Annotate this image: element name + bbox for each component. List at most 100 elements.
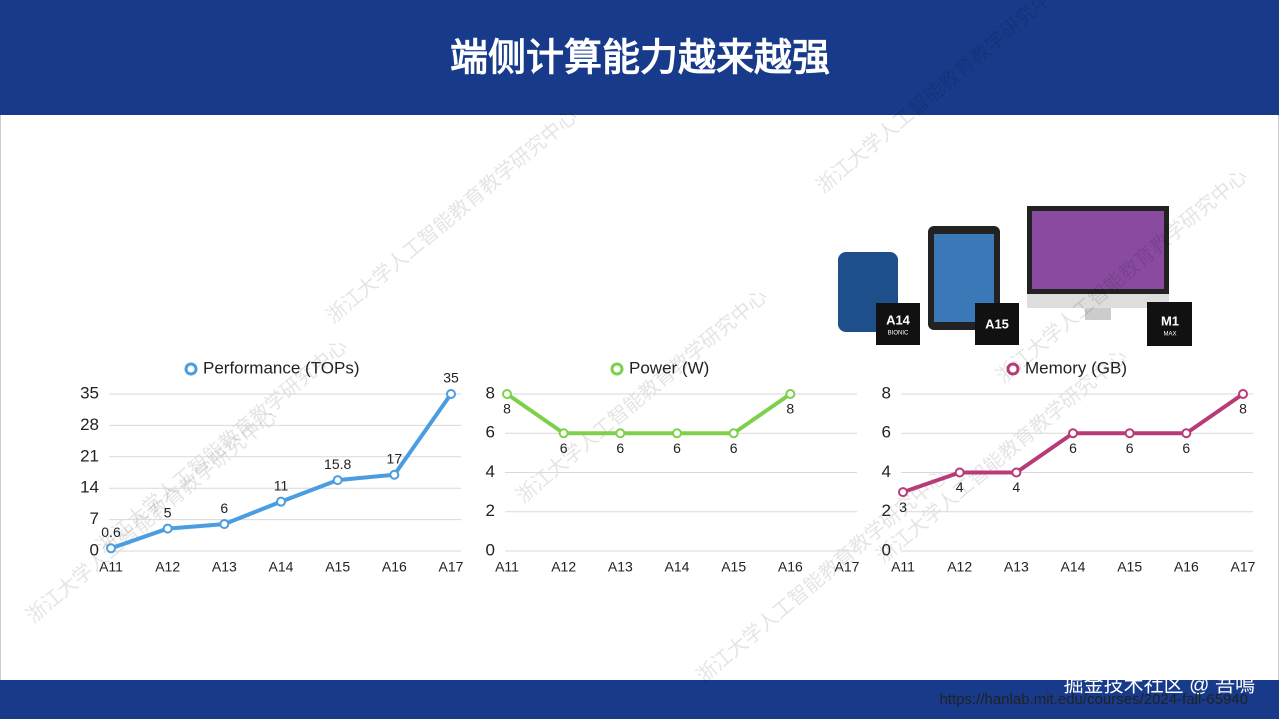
y-tick-label: 0 bbox=[486, 540, 495, 559]
point bbox=[1124, 428, 1135, 439]
y-tick-label: 0 bbox=[882, 540, 891, 559]
point bbox=[898, 487, 908, 498]
x-tick-label: A15 bbox=[325, 559, 350, 575]
point bbox=[276, 496, 286, 507]
chip-label: A15 bbox=[985, 316, 1009, 331]
x-tick-label: A15 bbox=[1117, 559, 1142, 575]
legend-marker bbox=[610, 362, 624, 376]
data-label: 5 bbox=[164, 504, 172, 520]
point bbox=[502, 389, 512, 399]
point bbox=[785, 389, 796, 399]
point bbox=[1238, 389, 1248, 399]
point bbox=[1068, 428, 1078, 439]
monitor-chin bbox=[1027, 294, 1169, 308]
data-label: 0.6 bbox=[101, 524, 121, 540]
x-tick-label: A13 bbox=[1004, 559, 1029, 575]
y-tick-label: 6 bbox=[486, 423, 495, 442]
data-label: 6 bbox=[1182, 440, 1190, 456]
y-tick-label: 35 bbox=[80, 383, 99, 402]
data-label: 6 bbox=[1126, 440, 1134, 456]
data-label: 6 bbox=[730, 440, 738, 456]
x-tick-label: A13 bbox=[212, 559, 237, 575]
x-tick-label: A11 bbox=[99, 559, 123, 575]
point bbox=[219, 519, 230, 530]
point bbox=[672, 428, 682, 439]
data-label: 6 bbox=[220, 500, 228, 516]
data-label: 35 bbox=[443, 370, 459, 386]
data-label: 6 bbox=[673, 440, 681, 456]
monitor-screen bbox=[1032, 211, 1164, 289]
point bbox=[954, 467, 965, 478]
chart: 0 7 14 21 28 35 A11 A12 A13 A14 A15 A16 A17 Performan… bbox=[80, 358, 464, 574]
y-tick-label: 8 bbox=[486, 383, 495, 402]
x-tick-label: A12 bbox=[947, 559, 972, 575]
point bbox=[162, 523, 173, 534]
y-tick-label: 8 bbox=[882, 383, 891, 402]
y-tick-label: 4 bbox=[486, 462, 495, 481]
chip-label: MAX bbox=[1163, 332, 1176, 338]
y-tick-label: 21 bbox=[80, 446, 99, 465]
data-label: 8 bbox=[503, 401, 511, 417]
point bbox=[446, 389, 456, 399]
data-label: 15.8 bbox=[324, 456, 351, 472]
footer-credit: 掘金技术社区 @ 吾鳴 bbox=[1064, 673, 1255, 696]
chip bbox=[876, 303, 920, 345]
y-tick-label: 6 bbox=[882, 423, 891, 442]
data-label: 4 bbox=[1012, 479, 1020, 495]
y-tick-label: 2 bbox=[882, 501, 891, 520]
point bbox=[615, 428, 626, 439]
chip-label: BIONIC bbox=[888, 331, 909, 337]
y-tick-label: 28 bbox=[80, 415, 99, 434]
data-label: 8 bbox=[1239, 401, 1247, 417]
legend-marker bbox=[184, 362, 198, 376]
y-tick-label: 2 bbox=[486, 501, 495, 520]
legend-label: Performance (TOPs) bbox=[203, 358, 360, 377]
x-tick-label: A12 bbox=[551, 559, 576, 575]
x-tick-label: A17 bbox=[1231, 559, 1256, 575]
chip-label: M1 bbox=[1161, 313, 1179, 328]
data-label: 17 bbox=[387, 450, 403, 466]
point bbox=[1181, 428, 1192, 439]
monitor-stand bbox=[1085, 308, 1111, 320]
footer-band bbox=[0, 680, 1279, 719]
data-label: 4 bbox=[956, 479, 964, 495]
x-tick-label: A15 bbox=[721, 559, 746, 575]
slide-title: 端侧计算能力越来越强 bbox=[450, 36, 830, 80]
data-label: 3 bbox=[899, 499, 907, 515]
legend-label: Power (W) bbox=[629, 358, 709, 377]
x-tick-label: A16 bbox=[382, 559, 407, 575]
data-label: 6 bbox=[616, 440, 624, 456]
x-tick-label: A14 bbox=[1061, 559, 1086, 575]
point bbox=[728, 428, 739, 439]
x-tick-label: A13 bbox=[608, 559, 633, 575]
data-label: 6 bbox=[1069, 440, 1077, 456]
x-tick-label: A11 bbox=[495, 559, 519, 575]
x-tick-label: A17 bbox=[439, 559, 464, 575]
chip bbox=[1147, 302, 1192, 346]
devices: A14 BIONIC A15 M1 MAX bbox=[838, 206, 1192, 346]
x-tick-label: A14 bbox=[269, 559, 294, 575]
data-label: 6 bbox=[560, 440, 568, 456]
x-tick-label: A11 bbox=[891, 559, 915, 575]
legend-label: Memory (GB) bbox=[1025, 358, 1127, 377]
x-tick-label: A14 bbox=[665, 559, 690, 575]
point bbox=[558, 428, 569, 439]
x-tick-label: A16 bbox=[1174, 559, 1199, 575]
y-tick-label: 7 bbox=[90, 509, 99, 528]
y-tick-label: 14 bbox=[80, 478, 99, 497]
legend-marker bbox=[1006, 362, 1020, 376]
x-tick-label: A17 bbox=[835, 559, 860, 575]
y-tick-label: 4 bbox=[882, 462, 891, 481]
point bbox=[106, 543, 116, 554]
data-label: 11 bbox=[274, 477, 289, 493]
footer-url: https://hanlab.mit.edu/courses/2024-fall… bbox=[939, 691, 1248, 708]
chip-label: A14 bbox=[886, 312, 911, 327]
series-line bbox=[505, 392, 792, 436]
point bbox=[389, 469, 400, 480]
data-label: 8 bbox=[786, 401, 794, 417]
point bbox=[332, 475, 343, 486]
